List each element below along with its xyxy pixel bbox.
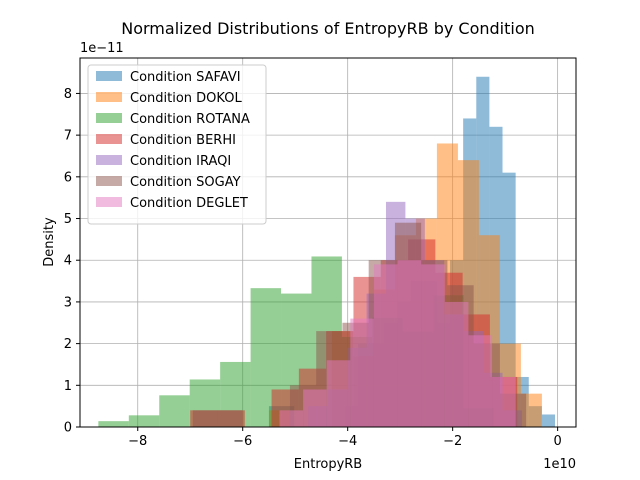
histogram-bar	[492, 376, 516, 427]
legend-swatch	[96, 197, 122, 207]
y-tick-label: 4	[64, 254, 72, 269]
histogram-bar	[326, 360, 351, 427]
y-tick-label: 3	[64, 295, 72, 310]
bars-layer	[98, 76, 556, 428]
histogram-bar	[98, 421, 129, 427]
y-axis-label: Density	[42, 217, 57, 267]
legend-swatch	[96, 155, 122, 165]
histogram-bar	[128, 415, 160, 427]
histogram-bar	[192, 410, 218, 427]
y-tick-label: 6	[64, 170, 72, 185]
legend-entry: Condition DEGLET	[130, 196, 248, 211]
y-tick-label: 2	[64, 337, 72, 352]
legend-entry: Condition IRAQI	[130, 154, 231, 169]
legend: Condition SAFAVI Condition DOKOL Condition…	[87, 64, 267, 225]
chart-title: Normalized Distributions of EntropyRB by…	[121, 19, 535, 38]
legend-box	[87, 64, 267, 225]
x-tick-label: −4	[338, 434, 357, 449]
legend-swatch	[96, 134, 122, 144]
legend-swatch	[96, 176, 122, 186]
x-axis-label: EntropyRB	[294, 457, 362, 472]
histogram-bar	[444, 301, 469, 427]
legend-entry: Condition SAFAVI	[130, 70, 241, 85]
histogram-bar	[373, 264, 398, 427]
legend-entry: Condition SOGAY	[130, 175, 241, 190]
legend-entry: Condition BERHI	[130, 133, 236, 148]
y-tick-label: 8	[64, 87, 72, 102]
histogram-bar	[421, 264, 445, 427]
legend-entry: Condition ROTANA	[130, 112, 250, 127]
histogram-bar	[350, 318, 374, 427]
legend-swatch	[96, 113, 122, 123]
y-tick-label: 7	[64, 129, 72, 144]
histogram-bar	[217, 410, 243, 427]
y-axis-scale-label: 1e−11	[80, 41, 124, 56]
histogram-bar	[159, 395, 190, 427]
x-axis-scale-label: 1e10	[543, 457, 576, 472]
x-tick-label: 0	[553, 434, 561, 449]
legend-swatch	[96, 71, 122, 81]
histogram-bar	[541, 414, 556, 427]
x-tick-label: −6	[233, 434, 252, 449]
y-tick-label: 0	[64, 421, 72, 436]
x-tick-label: −2	[443, 434, 462, 449]
histogram-bar	[468, 335, 493, 427]
y-tick-label: 5	[64, 212, 72, 227]
ticks-layer: −8 −6 −4 −2 0 0 1 2 3 4 5 6 7 8	[64, 87, 562, 449]
plot-frame	[79, 57, 577, 428]
histogram-bar	[303, 389, 327, 427]
series-condition-deglet	[279, 260, 516, 427]
y-tick-label: 1	[64, 379, 72, 394]
histogram-bar	[397, 260, 422, 427]
x-tick-label: −8	[128, 434, 147, 449]
histogram-bar	[279, 410, 304, 427]
legend-swatch	[96, 92, 122, 102]
legend-entry: Condition DOKOL	[130, 91, 242, 106]
